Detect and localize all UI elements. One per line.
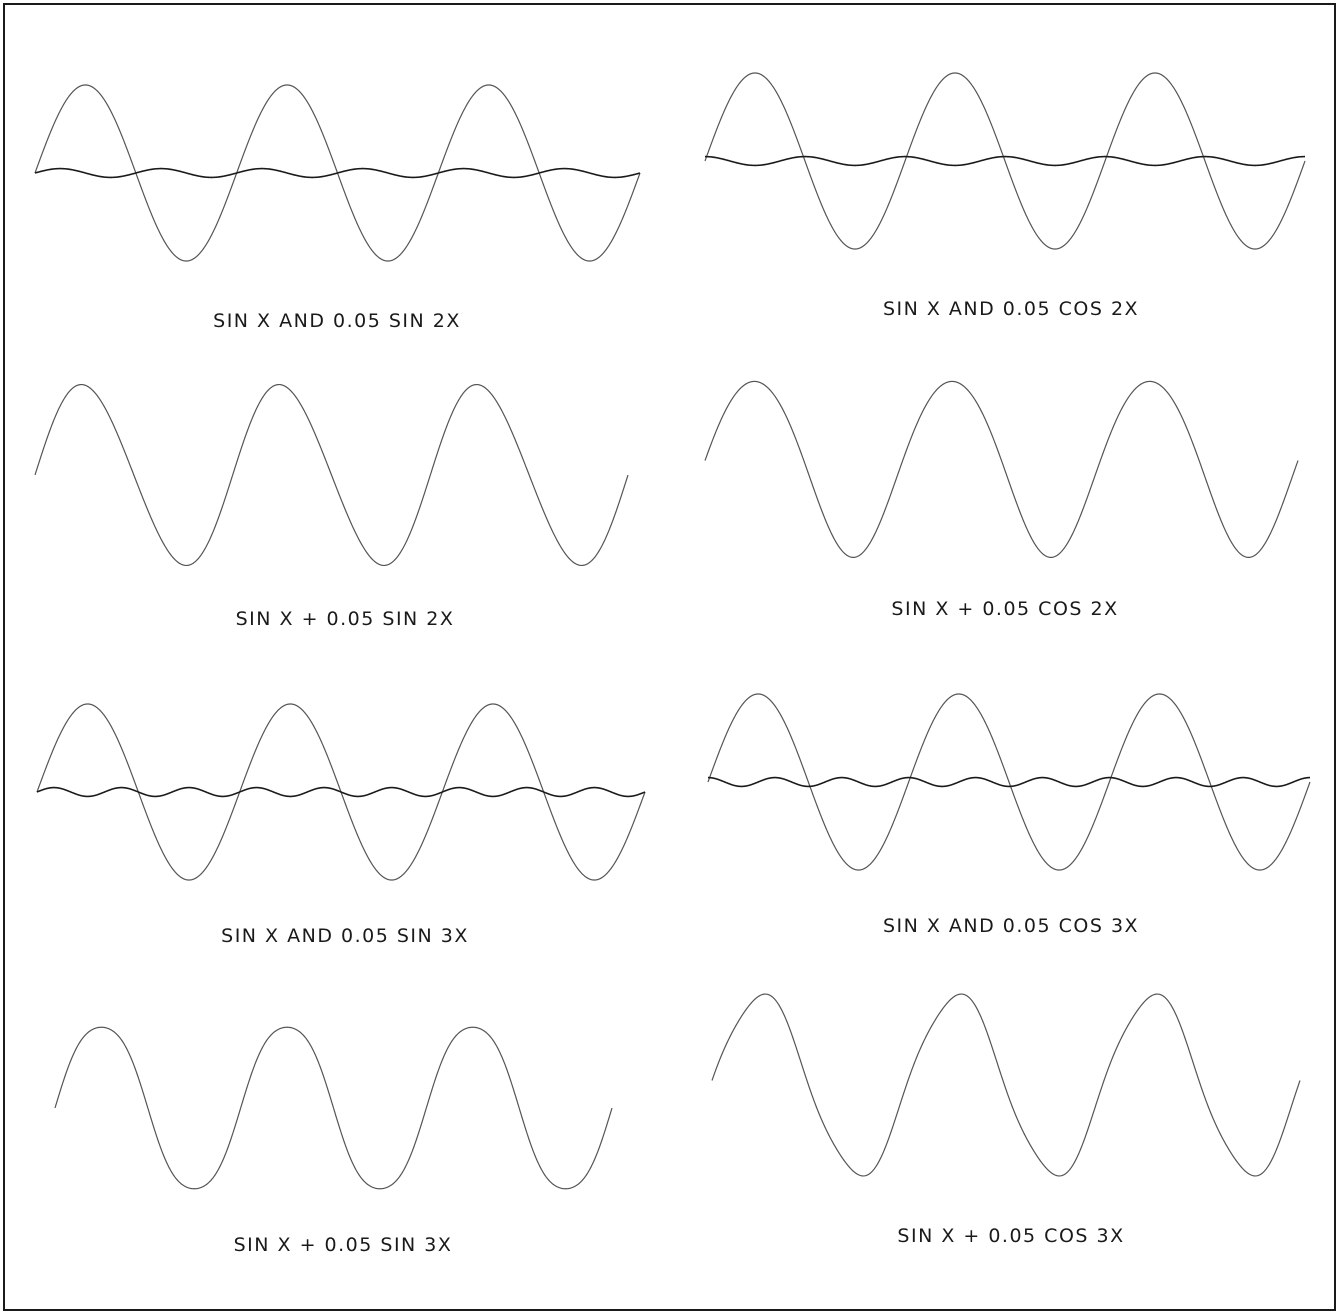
panel-sin-x-and-0.05-cos-3x: [707, 693, 1311, 871]
figure-frame: [3, 3, 1336, 1311]
panel-sin-x-plus-0.05-sin-2x: [34, 383, 629, 567]
panel-title-7: SIN X + 0.05 SIN 3X: [233, 1234, 453, 1256]
waveform-curve: [34, 383, 629, 567]
small-harmonic-curve: [36, 786, 646, 798]
waveform-curve: [704, 380, 1299, 559]
panel-sin-x-plus-0.05-sin-3x: [54, 1026, 613, 1190]
waveform-curve: [711, 993, 1301, 1177]
waveform-curve: [54, 1026, 613, 1190]
panel-title-4: SIN X + 0.05 COS 2X: [891, 598, 1119, 620]
panel-sin-x-and-0.05-cos-2x: [704, 72, 1306, 250]
panel-title-1: SIN X AND 0.05 SIN 2X: [213, 310, 461, 332]
small-harmonic-curve: [704, 155, 1306, 167]
panel-title-2: SIN X AND 0.05 COS 2X: [882, 298, 1140, 320]
panel-sin-x-and-0.05-sin-3x: [36, 703, 646, 881]
panel-sin-x-plus-0.05-cos-3x: [711, 993, 1301, 1177]
waveform-curve: [704, 72, 1306, 250]
panel-title-3: SIN X + 0.05 SIN 2X: [235, 608, 455, 630]
panel-sin-x-and-0.05-sin-2x: [34, 84, 641, 262]
panel-title-5: SIN X AND 0.05 SIN 3X: [221, 925, 469, 947]
panel-title-8: SIN X + 0.05 COS 3X: [897, 1225, 1125, 1247]
waveform-curve: [707, 693, 1311, 871]
panel-sin-x-plus-0.05-cos-2x: [704, 380, 1299, 559]
small-harmonic-curve: [707, 776, 1311, 788]
small-harmonic-curve: [34, 167, 641, 179]
panel-title-6: SIN X AND 0.05 COS 3X: [882, 915, 1140, 937]
